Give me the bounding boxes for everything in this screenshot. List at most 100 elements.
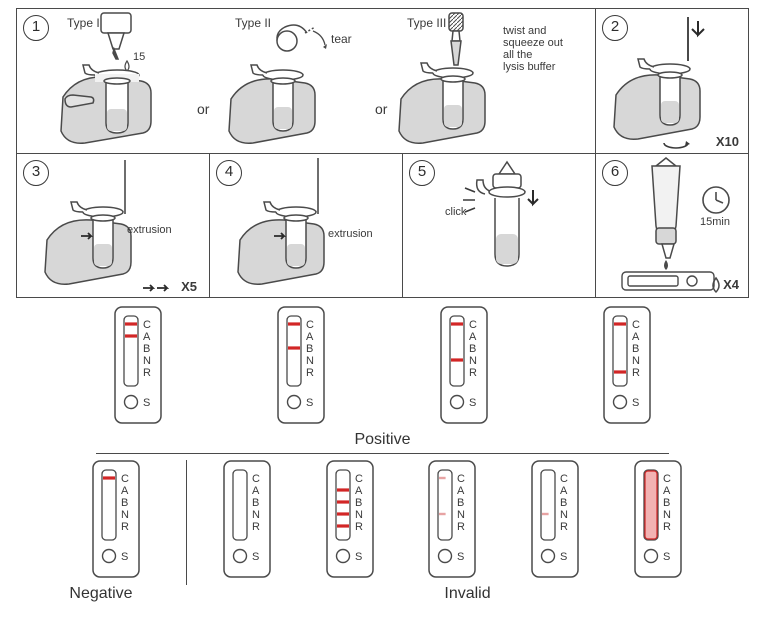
svg-text:S: S (306, 397, 313, 409)
svg-text:A: A (252, 485, 260, 497)
svg-text:S: S (632, 397, 639, 409)
type2-label: Type II (235, 17, 271, 30)
svg-text:R: R (469, 367, 477, 379)
svg-text:C: C (121, 473, 129, 485)
step-1: 1 (17, 9, 596, 154)
extrusion-label: extrusion (127, 224, 172, 236)
svg-text:C: C (306, 319, 314, 331)
svg-text:R: R (355, 521, 363, 533)
svg-text:A: A (306, 331, 314, 343)
svg-text:A: A (457, 485, 465, 497)
positive-divider (96, 453, 669, 454)
svg-text:N: N (457, 509, 465, 521)
type3-label: Type III (407, 17, 446, 30)
svg-text:B: B (560, 497, 567, 509)
type1-label: Type I (67, 17, 100, 30)
step2-illustration (598, 11, 748, 151)
svg-text:A: A (663, 485, 671, 497)
svg-text:S: S (663, 551, 670, 563)
svg-text:B: B (632, 343, 639, 355)
neg-invalid-vdivider (186, 460, 187, 585)
test-cassette: CABNR S (628, 460, 688, 583)
svg-text:S: S (457, 551, 464, 563)
svg-text:S: S (560, 551, 567, 563)
step-6: 6 (596, 154, 749, 298)
svg-text:B: B (121, 497, 128, 509)
svg-text:C: C (663, 473, 671, 485)
page: 1 (0, 0, 765, 634)
test-cassette: CABNR S (320, 460, 380, 583)
svg-text:C: C (632, 319, 640, 331)
svg-text:A: A (560, 485, 568, 497)
drops-15: 15 (133, 51, 145, 63)
test-cassette: CABNR S (422, 460, 482, 583)
svg-text:S: S (469, 397, 476, 409)
time-label: 15min (700, 216, 730, 228)
invalid-caption: Invalid (186, 585, 749, 603)
step1-type1-illustration (35, 11, 200, 151)
negative-caption: Negative (16, 585, 186, 603)
test-cassette: CABNR S (271, 306, 331, 429)
invalid-group: CABNR S CABNR S CABNR S CABNR S CABNR S (186, 460, 719, 583)
neg-invalid-row: CABNR S CABNR S CABNR S CABNR S CABNR S (16, 460, 749, 583)
negative-group: CABNR S (46, 460, 186, 583)
svg-text:B: B (469, 343, 476, 355)
svg-text:R: R (306, 367, 314, 379)
svg-text:B: B (355, 497, 362, 509)
positive-caption: Positive (16, 431, 749, 449)
svg-text:C: C (143, 319, 151, 331)
svg-text:S: S (143, 397, 150, 409)
step3-illustration (17, 156, 207, 296)
svg-text:R: R (121, 521, 129, 533)
svg-text:A: A (121, 485, 129, 497)
svg-text:A: A (469, 331, 477, 343)
extrusion-label-2: extrusion (328, 228, 373, 240)
svg-text:C: C (355, 473, 363, 485)
svg-text:N: N (663, 509, 671, 521)
svg-text:C: C (252, 473, 260, 485)
test-cassette: CABNR S (108, 306, 168, 429)
svg-text:B: B (306, 343, 313, 355)
or-1: or (197, 101, 209, 117)
step4-illustration (210, 156, 400, 296)
svg-text:S: S (121, 551, 128, 563)
test-cassette: CABNR S (434, 306, 494, 429)
svg-text:N: N (121, 509, 129, 521)
svg-text:A: A (355, 485, 363, 497)
svg-text:N: N (252, 509, 260, 521)
svg-text:R: R (143, 367, 151, 379)
test-cassette: CABNR S (597, 306, 657, 429)
x10-label: X10 (716, 135, 739, 149)
x5-label: X5 (181, 280, 197, 294)
step-2: 2 (596, 9, 749, 154)
steps-grid: 1 (16, 8, 749, 298)
click-label: click (445, 206, 466, 218)
svg-text:C: C (457, 473, 465, 485)
results-panel: CABNR S CABNR S CABNR S CABNR S Positive (16, 306, 749, 607)
step-3: 3 extrusion X5 (17, 154, 210, 298)
svg-text:R: R (252, 521, 260, 533)
svg-text:B: B (252, 497, 259, 509)
or-2: or (375, 101, 387, 117)
svg-text:N: N (306, 355, 314, 367)
svg-text:C: C (560, 473, 568, 485)
svg-text:N: N (560, 509, 568, 521)
svg-text:N: N (355, 509, 363, 521)
svg-text:N: N (632, 355, 640, 367)
svg-text:C: C (469, 319, 477, 331)
positive-row: CABNR S CABNR S CABNR S CABNR S (16, 306, 749, 429)
lysis-note: twist and squeeze out all the lysis buff… (503, 25, 587, 73)
svg-text:R: R (457, 521, 465, 533)
svg-text:R: R (632, 367, 640, 379)
svg-text:A: A (143, 331, 151, 343)
svg-text:R: R (560, 521, 568, 533)
svg-text:S: S (355, 551, 362, 563)
svg-text:B: B (457, 497, 464, 509)
svg-text:B: B (663, 497, 670, 509)
svg-text:S: S (252, 551, 259, 563)
test-cassette: CABNR S (525, 460, 585, 583)
svg-text:N: N (469, 355, 477, 367)
test-cassette: CABNR S (86, 460, 146, 583)
step-5: 5 click (403, 154, 596, 298)
tear-label: tear (331, 33, 352, 46)
